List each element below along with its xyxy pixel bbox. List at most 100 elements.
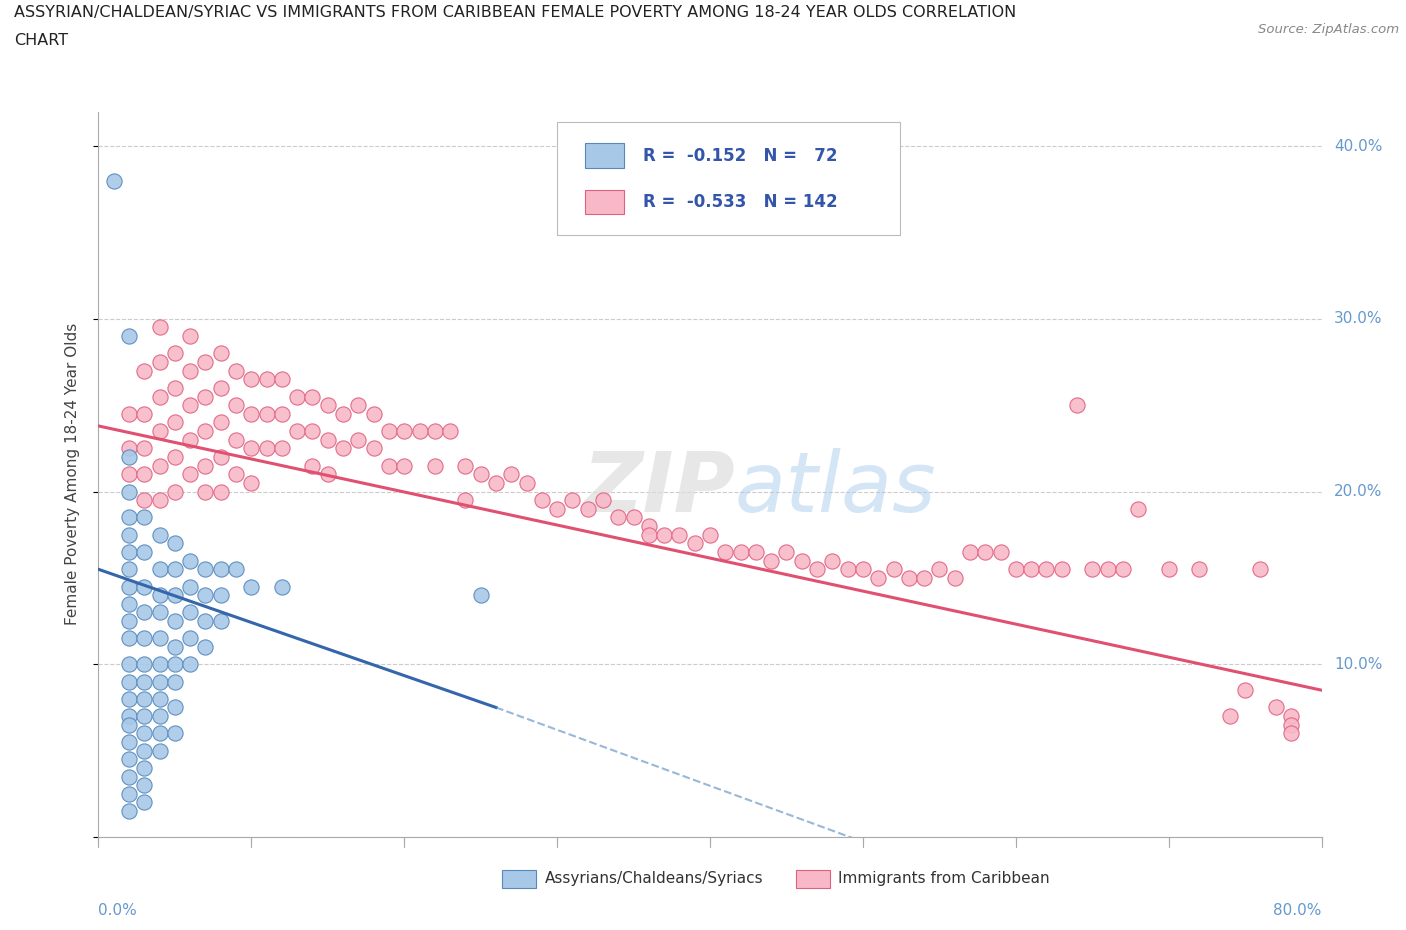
Point — [163, 674, 186, 689]
Point — [134, 657, 156, 671]
Point — [363, 406, 385, 421]
Point — [1050, 562, 1073, 577]
Point — [149, 743, 172, 758]
Point — [637, 519, 661, 534]
Point — [118, 717, 141, 732]
Point — [209, 415, 232, 430]
Point — [730, 545, 752, 560]
Point — [118, 562, 141, 577]
Point — [454, 493, 477, 508]
Point — [637, 527, 661, 542]
Point — [1035, 562, 1057, 577]
Point — [363, 441, 385, 456]
Point — [1188, 562, 1211, 577]
Point — [118, 787, 141, 802]
Point — [240, 579, 263, 594]
Point — [1249, 562, 1271, 577]
Point — [134, 709, 156, 724]
Point — [118, 614, 141, 629]
Point — [897, 570, 920, 585]
Point — [134, 510, 156, 525]
Point — [576, 501, 599, 516]
Point — [775, 545, 797, 560]
Point — [118, 527, 141, 542]
Point — [1264, 700, 1286, 715]
Point — [485, 475, 508, 490]
Point — [806, 562, 828, 577]
Point — [118, 735, 141, 750]
Point — [209, 449, 232, 464]
FancyBboxPatch shape — [502, 870, 536, 888]
Text: 30.0%: 30.0% — [1334, 312, 1382, 326]
Point — [194, 562, 217, 577]
Point — [392, 424, 416, 439]
Point — [118, 545, 141, 560]
Point — [943, 570, 966, 585]
Point — [759, 553, 782, 568]
Point — [149, 320, 172, 335]
Text: 10.0%: 10.0% — [1334, 657, 1382, 671]
Text: Assyrians/Chaldeans/Syriacs: Assyrians/Chaldeans/Syriacs — [546, 870, 763, 886]
Point — [149, 631, 172, 645]
Point — [1128, 501, 1150, 516]
Point — [423, 424, 446, 439]
Point — [194, 614, 217, 629]
Text: atlas: atlas — [734, 448, 936, 529]
Point — [118, 751, 141, 766]
Point — [118, 510, 141, 525]
Point — [163, 346, 186, 361]
Point — [179, 553, 201, 568]
Point — [392, 458, 416, 473]
Point — [118, 631, 141, 645]
Point — [118, 485, 141, 499]
Text: R =  -0.533   N = 142: R = -0.533 N = 142 — [643, 193, 838, 211]
Point — [209, 562, 232, 577]
Point — [714, 545, 737, 560]
Point — [1279, 709, 1302, 724]
Point — [408, 424, 430, 439]
Point — [209, 588, 232, 603]
Point — [118, 769, 141, 784]
Point — [439, 424, 461, 439]
Text: 0.0%: 0.0% — [98, 903, 138, 918]
FancyBboxPatch shape — [585, 143, 624, 168]
Point — [423, 458, 446, 473]
Point — [163, 380, 186, 395]
Point — [240, 475, 263, 490]
Point — [179, 467, 201, 482]
Point — [179, 432, 201, 447]
Text: ZIP: ZIP — [582, 448, 734, 529]
Point — [225, 398, 247, 413]
Point — [470, 588, 492, 603]
Text: 40.0%: 40.0% — [1334, 139, 1382, 153]
Point — [149, 527, 172, 542]
Point — [285, 424, 308, 439]
Point — [883, 562, 905, 577]
Point — [225, 432, 247, 447]
Point — [179, 328, 201, 343]
Point — [225, 562, 247, 577]
Point — [194, 588, 217, 603]
Point — [974, 545, 997, 560]
Text: 20.0%: 20.0% — [1334, 485, 1382, 499]
Point — [149, 691, 172, 706]
Point — [1081, 562, 1104, 577]
Point — [118, 406, 141, 421]
Point — [256, 372, 278, 387]
Point — [1004, 562, 1026, 577]
Point — [1279, 717, 1302, 732]
Point — [118, 691, 141, 706]
Point — [149, 726, 172, 741]
Point — [316, 467, 339, 482]
Point — [316, 398, 339, 413]
Point — [179, 657, 201, 671]
Point — [179, 579, 201, 594]
Point — [256, 441, 278, 456]
Point — [270, 441, 292, 456]
Point — [301, 458, 323, 473]
Point — [134, 674, 156, 689]
Point — [118, 467, 141, 482]
Text: 80.0%: 80.0% — [1274, 903, 1322, 918]
Point — [592, 493, 614, 508]
Point — [225, 364, 247, 379]
